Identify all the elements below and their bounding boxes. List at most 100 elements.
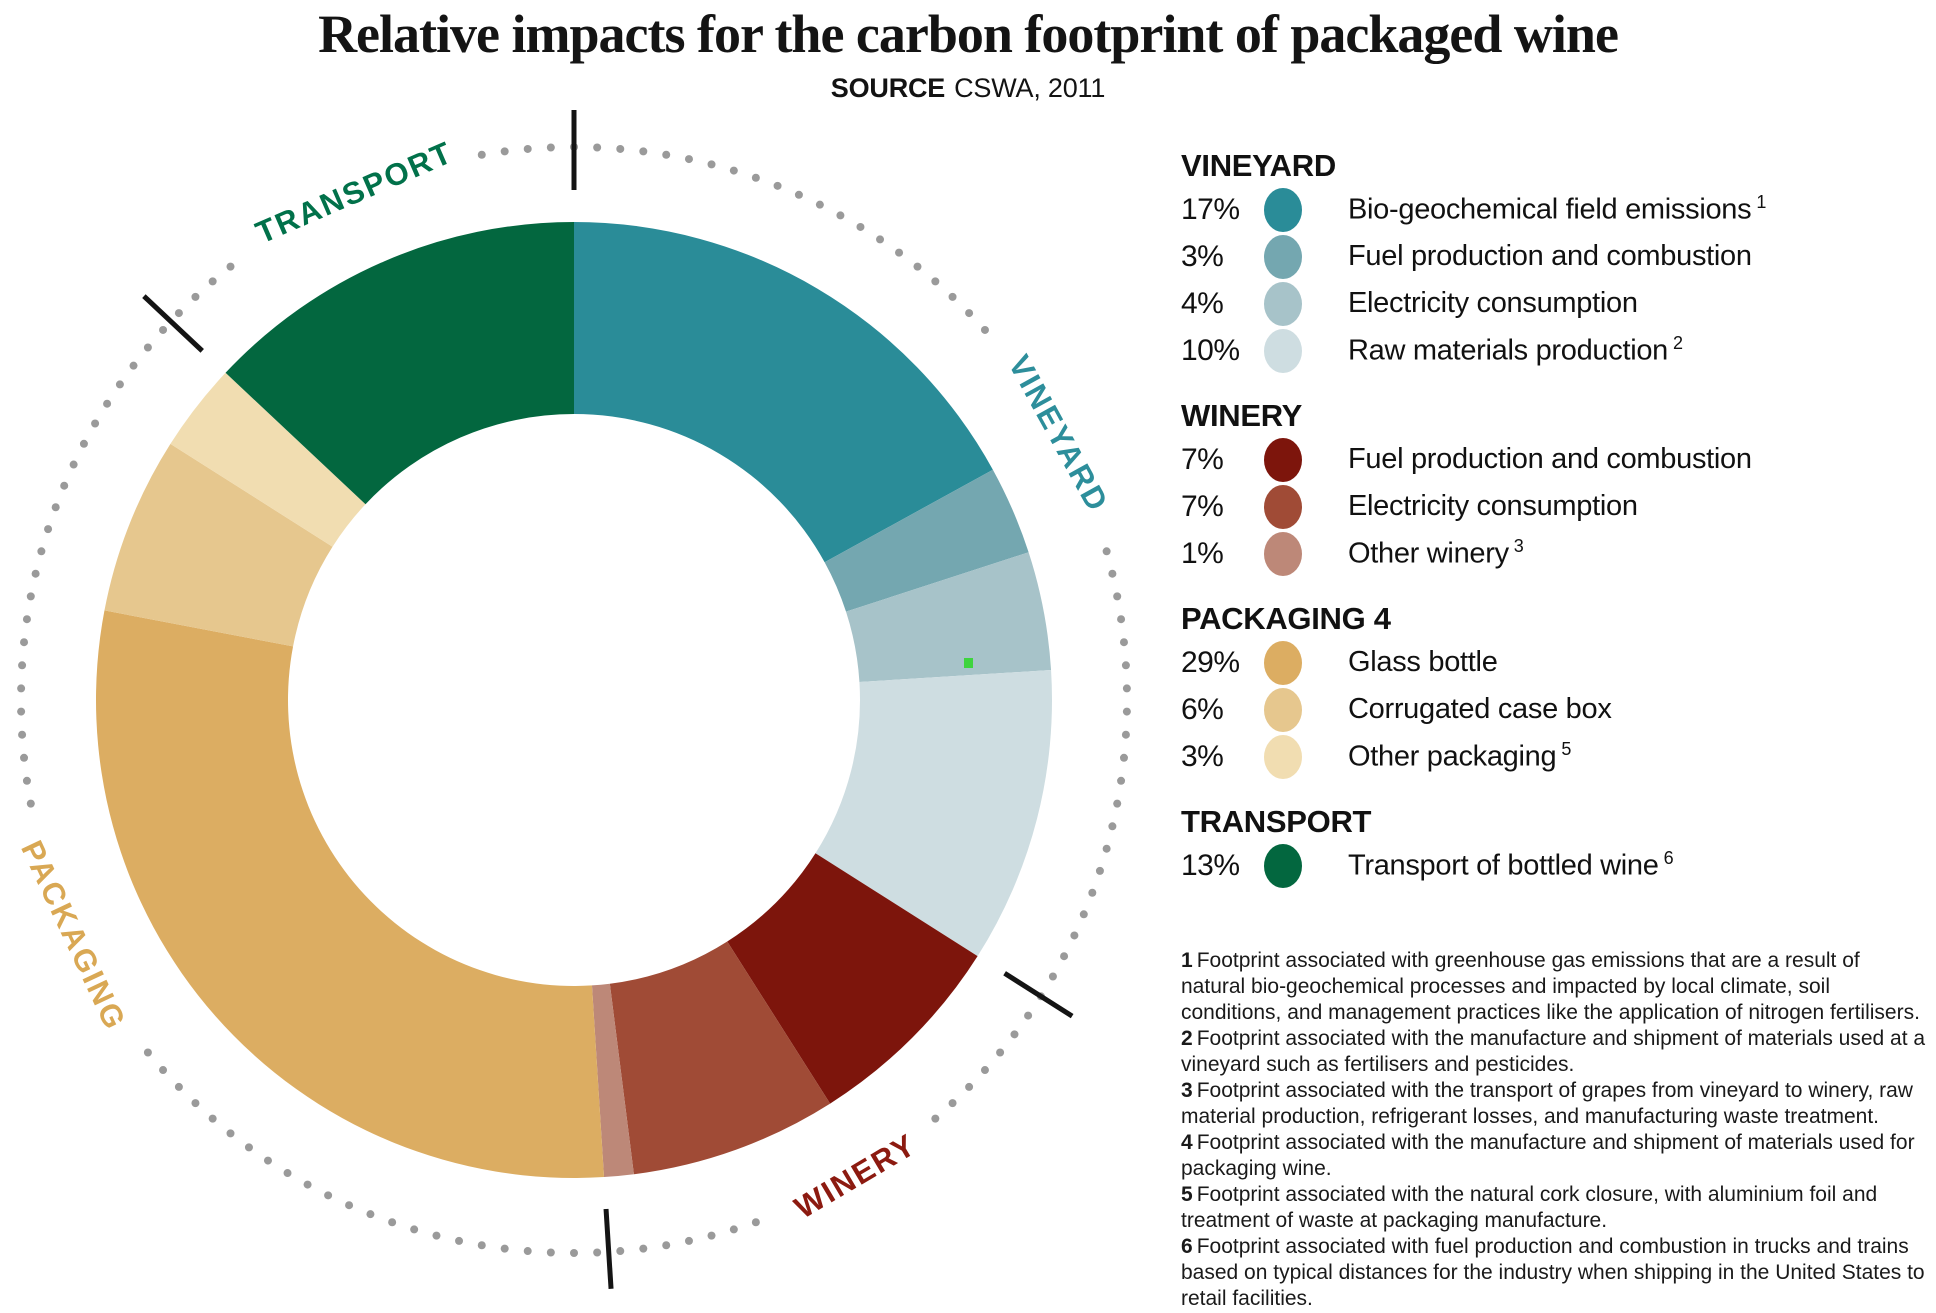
guide-ring-dot [707, 1231, 716, 1240]
legend-group-transport: TRANSPORT 13% Transport of bottled wine 6 [1181, 802, 1921, 889]
guide-ring-dot [729, 1225, 738, 1234]
guide-ring-dot [366, 1210, 375, 1219]
guide-ring-dot [1121, 661, 1130, 670]
guide-ring-dot [1122, 684, 1131, 693]
guide-ring-dot [980, 325, 989, 334]
arc-label-vineyard: VINEYARD [1002, 349, 1116, 518]
guide-ring-dot [1113, 799, 1122, 808]
guide-ring-dot [773, 181, 782, 190]
legend-swatch [1264, 640, 1302, 685]
guide-ring-dot [980, 1066, 989, 1075]
legend-swatch [1264, 734, 1302, 779]
legend-row: 3% Fuel production and combustion [1181, 233, 1921, 280]
footnote-6: 6 Footprint associated with fuel producti… [1181, 1235, 1925, 1310]
legend-swatch [1264, 843, 1302, 888]
guide-ring-dot [115, 380, 124, 389]
guide-ring-dot [1095, 866, 1104, 875]
guide-ring-dot [570, 143, 578, 151]
guide-ring-dot [996, 1048, 1005, 1057]
guide-ring-dot [895, 248, 904, 257]
guide-ring-dot [707, 160, 716, 169]
legend-group-vineyard: VINEYARD 17% Bio-geochemical field emissio… [1181, 146, 1921, 374]
guide-ring-dot [208, 277, 217, 286]
guide-ring-dot [546, 143, 555, 152]
legend-row: 4% Electricity consumption [1181, 280, 1921, 327]
legend-percent: 7% [1181, 442, 1224, 476]
guide-ring-dot [91, 419, 100, 428]
guide-ring-dot [174, 1082, 183, 1091]
legend-label: Raw materials production 2 [1348, 333, 1683, 367]
guide-ring-dot [931, 277, 940, 286]
guide-ring-dot [51, 503, 60, 512]
guide-ring-dot [244, 1143, 253, 1152]
legend-row: 3% Other packaging 5 [1181, 733, 1921, 780]
guide-ring-dot [69, 460, 78, 469]
legend-percent: 4% [1181, 286, 1224, 320]
footnote-1: 1 Footprint associated with greenhouse ga… [1181, 949, 1920, 1024]
legend-label: Fuel production and combustion [1348, 443, 1752, 475]
footnote-ref: 2 [1673, 333, 1683, 354]
guide-ring-dot [60, 481, 69, 490]
guide-ring-dot [965, 1082, 974, 1091]
donut-segment-corrugated-case-box [104, 443, 333, 647]
legend-swatch [1264, 687, 1302, 732]
guide-ring-dot [948, 292, 957, 301]
guide-ring-dot [18, 661, 27, 670]
guide-ring-dot [324, 1191, 333, 1200]
legend-group-packaging: PACKAGING 4 29% Glass bottle 6% Corrugated c… [1181, 599, 1921, 780]
guide-ring-dot [1036, 992, 1045, 1001]
legend-header: VINEYARD [1181, 148, 1336, 183]
guide-ring-dot [1113, 592, 1122, 601]
guide-ring-dot [20, 753, 29, 762]
legend-label: Other packaging 5 [1348, 739, 1572, 773]
guide-ring-dot [1079, 910, 1088, 919]
guide-ring-dot [191, 292, 200, 301]
footnote-2: 2 Footprint associated with the manufactu… [1181, 1027, 1926, 1076]
guide-ring-dot [410, 1225, 419, 1234]
guide-ring-dot [965, 309, 974, 318]
legend-panel: VINEYARD 17% Bio-geochemical field emissio… [1181, 146, 1921, 889]
legend-label: Other winery 3 [1348, 536, 1524, 570]
arc-label-packaging: PACKAGING [14, 835, 133, 1036]
legend-label: Fuel production and combustion [1348, 240, 1752, 272]
source-value: CSWA, 2011 [954, 73, 1106, 103]
guide-ring-dot [477, 1241, 486, 1250]
legend-label: Glass bottle [1348, 646, 1498, 678]
guide-ring-dot [191, 1099, 200, 1108]
guide-ring-dot [1122, 707, 1131, 716]
guide-ring-dot [159, 325, 168, 334]
guide-ring-dot [913, 262, 922, 271]
legend-header: PACKAGING 4 [1181, 601, 1391, 636]
legend-row: 6% Corrugated case box [1181, 686, 1921, 733]
legend-percent: 13% [1181, 848, 1240, 882]
guide-ring-dot [303, 1180, 312, 1189]
donut-segment-electricity-consumption [846, 552, 1052, 683]
guide-ring-dot [432, 1231, 441, 1240]
guide-ring-dot [20, 638, 29, 647]
legend-percent: 6% [1181, 692, 1224, 726]
legend-swatch [1264, 531, 1302, 576]
guide-ring-dot [37, 547, 46, 556]
legend-row: 10% Raw materials production 2 [1181, 327, 1921, 374]
donut-segment-transport-of-bottled-wine [225, 222, 575, 505]
guide-ring-dot [836, 211, 845, 220]
legend-group-winery: WINERY 7% Fuel production and combustion 7%… [1181, 396, 1921, 577]
legend-percent: 1% [1181, 536, 1224, 570]
arc-label-winery: WINERY [789, 1127, 923, 1226]
guide-ring-dot [388, 1218, 397, 1227]
guide-ring-dot [143, 343, 152, 352]
legend-label: Transport of bottled wine 6 [1348, 848, 1674, 882]
guide-ring-dot [729, 166, 738, 175]
source-label: SOURCE [830, 73, 946, 103]
guide-ring-dot [639, 1244, 648, 1253]
guide-ring-dot [639, 147, 648, 156]
legend-row: 7% Electricity consumption [1181, 483, 1921, 530]
legend-label: Bio-geochemical field emissions 1 [1348, 192, 1767, 226]
category-boundary-tick [603, 1208, 614, 1289]
guide-ring-dot [159, 1066, 168, 1075]
legend-header: WINERY [1181, 398, 1303, 433]
legend-percent: 17% [1181, 192, 1240, 226]
guide-ring-dot [751, 1218, 760, 1227]
guide-ring-dot [856, 222, 865, 231]
